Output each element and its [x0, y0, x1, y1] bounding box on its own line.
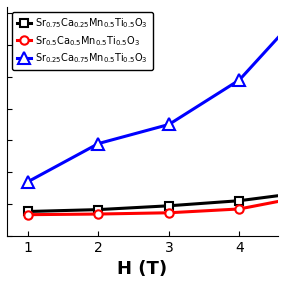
X-axis label: H (T): H (T) — [117, 260, 168, 278]
Sr$_{0.75}$Ca$_{0.25}$Mn$_{0.5}$Ti$_{0.5}$O$_3$ — [97, 208, 100, 211]
Sr$_{0.75}$Ca$_{0.25}$Mn$_{0.5}$Ti$_{0.5}$O$_3$ — [167, 204, 171, 207]
Sr$_{0.75}$Ca$_{0.25}$Mn$_{0.5}$Ti$_{0.5}$O$_3$ — [238, 199, 241, 202]
Sr$_{0.25}$Ca$_{0.75}$Mn$_{0.5}$Ti$_{0.5}$O$_3$ — [238, 78, 241, 82]
Sr$_{0.5}$Ca$_{0.5}$Mn$_{0.5}$Ti$_{0.5}$O$_3$ — [167, 211, 171, 215]
Sr$_{0.25}$Ca$_{0.75}$Mn$_{0.5}$Ti$_{0.5}$O$_3$ — [97, 142, 100, 145]
Line: Sr$_{0.5}$Ca$_{0.5}$Mn$_{0.5}$Ti$_{0.5}$O$_3$: Sr$_{0.5}$Ca$_{0.5}$Mn$_{0.5}$Ti$_{0.5}$… — [24, 195, 285, 219]
Sr$_{0.5}$Ca$_{0.5}$Mn$_{0.5}$Ti$_{0.5}$O$_3$ — [26, 213, 30, 216]
Line: Sr$_{0.75}$Ca$_{0.25}$Mn$_{0.5}$Ti$_{0.5}$O$_3$: Sr$_{0.75}$Ca$_{0.25}$Mn$_{0.5}$Ti$_{0.5… — [24, 190, 285, 216]
Sr$_{0.5}$Ca$_{0.5}$Mn$_{0.5}$Ti$_{0.5}$O$_3$ — [238, 207, 241, 211]
Line: Sr$_{0.25}$Ca$_{0.75}$Mn$_{0.5}$Ti$_{0.5}$O$_3$: Sr$_{0.25}$Ca$_{0.75}$Mn$_{0.5}$Ti$_{0.5… — [23, 21, 285, 187]
Sr$_{0.75}$Ca$_{0.25}$Mn$_{0.5}$Ti$_{0.5}$O$_3$ — [26, 210, 30, 213]
Legend: Sr$_{0.75}$Ca$_{0.25}$Mn$_{0.5}$Ti$_{0.5}$O$_3$, Sr$_{0.5}$Ca$_{0.5}$Mn$_{0.5}$T: Sr$_{0.75}$Ca$_{0.25}$Mn$_{0.5}$Ti$_{0.5… — [12, 12, 153, 70]
Sr$_{0.25}$Ca$_{0.75}$Mn$_{0.5}$Ti$_{0.5}$O$_3$ — [26, 180, 30, 183]
Sr$_{0.25}$Ca$_{0.75}$Mn$_{0.5}$Ti$_{0.5}$O$_3$ — [167, 123, 171, 126]
Sr$_{0.5}$Ca$_{0.5}$Mn$_{0.5}$Ti$_{0.5}$O$_3$ — [97, 212, 100, 216]
